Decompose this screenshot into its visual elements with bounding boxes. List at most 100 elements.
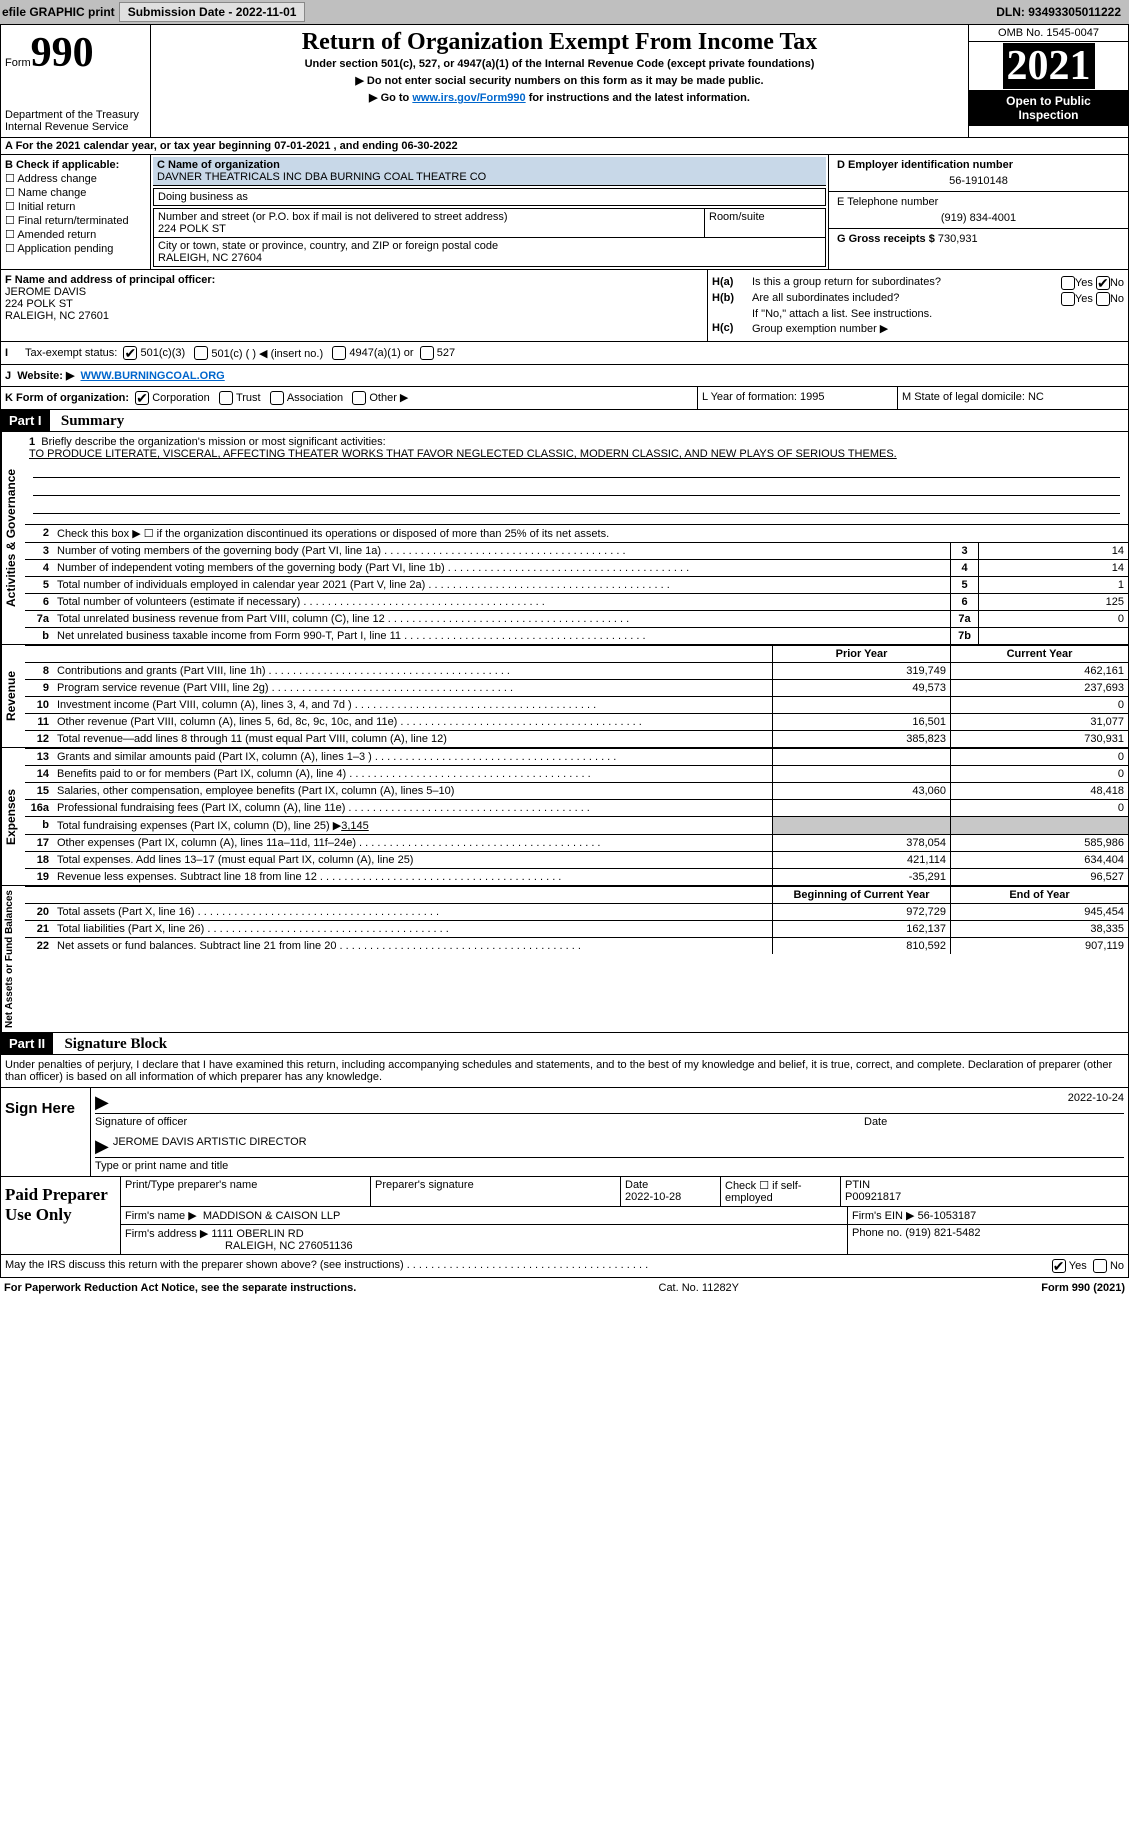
curr-8: 462,161: [950, 663, 1128, 679]
hb-yes-cb[interactable]: [1061, 292, 1075, 306]
line-7a: Total unrelated business revenue from Pa…: [53, 611, 950, 627]
cb-501c[interactable]: [194, 346, 208, 360]
pra-notice: For Paperwork Reduction Act Notice, see …: [4, 1282, 356, 1294]
may-discuss-row: May the IRS discuss this return with the…: [0, 1255, 1129, 1278]
col-c-name-addr: C Name of organization DAVNER THEATRICAL…: [151, 155, 828, 269]
form-title: Return of Organization Exempt From Incom…: [155, 29, 964, 56]
hdr-begin-year: Beginning of Current Year: [772, 887, 950, 903]
form-label: Form: [5, 57, 31, 69]
curr-19: 96,527: [950, 869, 1128, 885]
val-7b: [978, 628, 1128, 644]
col-h-group: H(a) Is this a group return for subordin…: [708, 270, 1128, 341]
dept-treasury: Department of the Treasury: [5, 109, 146, 121]
cat-number: Cat. No. 11282Y: [356, 1282, 1041, 1294]
row-i-exempt-status: I Tax-exempt status: 501(c)(3) 501(c) ( …: [0, 342, 1129, 365]
hb-no-cb[interactable]: [1096, 292, 1110, 306]
sig-date: 2022-10-24: [1068, 1092, 1124, 1113]
street-addr: Number and street (or P.O. box if mail i…: [154, 209, 705, 237]
cb-name-change[interactable]: ☐ Name change: [5, 186, 146, 199]
part-ii-label: Part II: [1, 1033, 53, 1054]
gross-value: 730,931: [938, 233, 978, 245]
sig-arrow-icon: ▶: [95, 1092, 109, 1113]
prior-17: 378,054: [772, 835, 950, 851]
activities-governance: Activities & Governance 1 Briefly descri…: [0, 432, 1129, 645]
cb-527[interactable]: [420, 346, 434, 360]
revenue-section: Revenue Prior YearCurrent Year 8Contribu…: [0, 645, 1129, 748]
hb-label: H(b): [712, 292, 752, 306]
prior-16b: [772, 817, 950, 834]
line-12: Total revenue—add lines 8 through 11 (mu…: [53, 731, 772, 747]
ein-box: D Employer identification number 56-1910…: [829, 155, 1128, 192]
self-employed-check[interactable]: Check ☐ if self-employed: [721, 1177, 841, 1206]
section-f-h: F Name and address of principal officer:…: [0, 270, 1129, 342]
prior-8: 319,749: [772, 663, 950, 679]
sign-here-row: Sign Here ▶2022-10-24 Signature of offic…: [0, 1088, 1129, 1177]
cb-trust[interactable]: [219, 391, 233, 405]
line-3: Number of voting members of the governin…: [53, 543, 950, 559]
gross-receipts-box: G Gross receipts $ 730,931: [829, 229, 1128, 249]
officer-addr1: 224 POLK ST: [5, 298, 703, 310]
end-22: 907,119: [950, 938, 1128, 954]
line-19: Revenue less expenses. Subtract line 18 …: [53, 869, 772, 885]
phone-label: E Telephone number: [837, 196, 1120, 208]
discuss-no-cb[interactable]: [1093, 1259, 1107, 1273]
cb-assoc[interactable]: [270, 391, 284, 405]
form-header: Form990 Department of the Treasury Inter…: [0, 24, 1129, 138]
efile-label[interactable]: efile GRAPHIC print: [2, 5, 115, 19]
val-7a: 0: [978, 611, 1128, 627]
hc-text: Group exemption number ▶: [752, 322, 1124, 335]
cb-4947[interactable]: [332, 346, 346, 360]
phone-value: (919) 834-4001: [837, 212, 1120, 224]
cb-application-pending[interactable]: ☐ Application pending: [5, 242, 146, 255]
signature-declaration: Under penalties of perjury, I declare th…: [0, 1055, 1129, 1088]
cb-501c3[interactable]: [123, 346, 137, 360]
line-4: Number of independent voting members of …: [53, 560, 950, 576]
cb-address-change[interactable]: ☐ Address change: [5, 172, 146, 185]
ha-label: H(a): [712, 276, 752, 290]
year-formation: L Year of formation: 1995: [698, 387, 898, 409]
line-5: Total number of individuals employed in …: [53, 577, 950, 593]
prior-14: [772, 766, 950, 782]
mission-text: TO PRODUCE LITERATE, VISCERAL, AFFECTING…: [29, 448, 897, 460]
phone-box: E Telephone number (919) 834-4001: [829, 192, 1128, 229]
curr-13: 0: [950, 749, 1128, 765]
hdr-prior-year: Prior Year: [772, 646, 950, 662]
line-1-mission: 1 Briefly describe the organization's mi…: [25, 432, 1128, 524]
end-20: 945,454: [950, 904, 1128, 920]
prior-9: 49,573: [772, 680, 950, 696]
end-21: 38,335: [950, 921, 1128, 937]
line-6: Total number of volunteers (estimate if …: [53, 594, 950, 610]
page-footer: For Paperwork Reduction Act Notice, see …: [0, 1278, 1129, 1298]
cb-initial-return[interactable]: ☐ Initial return: [5, 200, 146, 213]
cb-other[interactable]: [352, 391, 366, 405]
line-15: Salaries, other compensation, employee b…: [53, 783, 772, 799]
line-16a: Professional fundraising fees (Part IX, …: [53, 800, 772, 816]
preparer-sig-label: Preparer's signature: [371, 1177, 621, 1206]
line-8: Contributions and grants (Part VIII, lin…: [53, 663, 772, 679]
i-text: Tax-exempt status:: [25, 347, 117, 359]
ha-yes-cb[interactable]: [1061, 276, 1075, 290]
preparer-name-label: Print/Type preparer's name: [121, 1177, 371, 1206]
curr-17: 585,986: [950, 835, 1128, 851]
expenses-section: Expenses 13Grants and similar amounts pa…: [0, 748, 1129, 886]
tax-year: 2021: [1003, 43, 1095, 89]
cb-amended[interactable]: ☐ Amended return: [5, 228, 146, 241]
line-21: Total liabilities (Part X, line 26): [53, 921, 772, 937]
prior-18: 421,114: [772, 852, 950, 868]
line-18: Total expenses. Add lines 13–17 (must eq…: [53, 852, 772, 868]
section-b-to-g: B Check if applicable: ☐ Address change …: [0, 155, 1129, 270]
discuss-yes-cb[interactable]: [1052, 1259, 1066, 1273]
ha-no-cb[interactable]: [1096, 276, 1110, 290]
website-link[interactable]: WWW.BURNINGCOAL.ORG: [81, 370, 225, 382]
line-16b: Total fundraising expenses (Part IX, col…: [53, 817, 772, 834]
cb-corp[interactable]: [135, 391, 149, 405]
ptin-box: PTINP00921817: [841, 1177, 1128, 1206]
line-7b: Net unrelated business taxable income fr…: [53, 628, 950, 644]
cb-final-return[interactable]: ☐ Final return/terminated: [5, 214, 146, 227]
sign-fields: ▶2022-10-24 Signature of officerDate ▶JE…: [91, 1088, 1128, 1176]
instructions-link[interactable]: www.irs.gov/Form990: [412, 92, 525, 104]
submission-btn[interactable]: Submission Date - 2022-11-01: [119, 2, 306, 22]
curr-18: 634,404: [950, 852, 1128, 868]
row-a-tax-year: A For the 2021 calendar year, or tax yea…: [0, 138, 1129, 155]
begin-22: 810,592: [772, 938, 950, 954]
